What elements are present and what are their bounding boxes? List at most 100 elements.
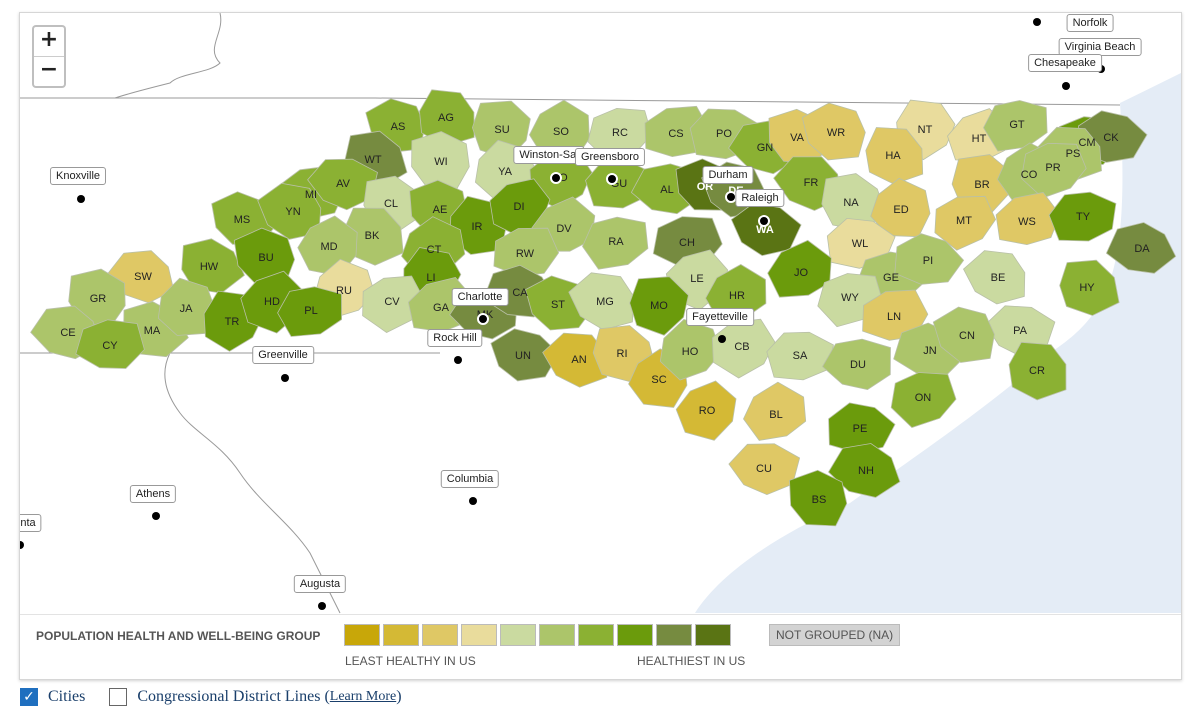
cities-checkbox[interactable]: ✓ xyxy=(20,688,38,706)
county-ha[interactable] xyxy=(865,127,924,185)
county-label-un: UN xyxy=(515,350,531,362)
county-label-ca: CA xyxy=(512,287,528,299)
state-boundary-va-nc xyxy=(374,97,1121,106)
city-dot[interactable] xyxy=(152,512,160,520)
county-su[interactable] xyxy=(471,100,531,160)
county-label-ya: YA xyxy=(498,166,513,178)
legend-na-swatch[interactable]: NOT GROUPED (NA) xyxy=(769,624,901,646)
legend-swatch-g8[interactable] xyxy=(617,624,653,646)
county-wr[interactable] xyxy=(801,102,866,161)
county-label-na: NA xyxy=(843,197,859,209)
legend-swatch-g2[interactable] xyxy=(383,624,419,646)
legend-swatch-g7[interactable] xyxy=(578,624,614,646)
county-hw[interactable] xyxy=(181,238,245,294)
county-be[interactable] xyxy=(962,250,1026,305)
legend-swatch-g5[interactable] xyxy=(500,624,536,646)
county-mt[interactable] xyxy=(934,195,997,251)
legend-swatch-g3[interactable] xyxy=(422,624,458,646)
legend-swatch-g9[interactable] xyxy=(656,624,692,646)
city-label[interactable]: Greenville xyxy=(252,346,314,364)
city-dot[interactable] xyxy=(281,374,289,382)
county-label-rw: RW xyxy=(516,248,535,260)
city-dot[interactable] xyxy=(758,215,770,227)
county-label-ws: WS xyxy=(1018,216,1036,228)
city-label[interactable]: Winston-Sal xyxy=(513,146,585,164)
city-dot[interactable] xyxy=(469,497,477,505)
city-label[interactable]: Knoxville xyxy=(49,167,107,185)
zoom-in-button[interactable]: + xyxy=(39,27,59,52)
county-label-cb: CB xyxy=(734,341,749,353)
city-dot[interactable] xyxy=(1062,82,1070,90)
county-label-le: LE xyxy=(690,273,703,285)
county-label-fr: FR xyxy=(804,177,819,189)
city-dot[interactable] xyxy=(550,172,562,184)
city-label[interactable]: Columbia xyxy=(440,470,500,488)
county-bl[interactable] xyxy=(743,381,807,441)
county-label-as: AS xyxy=(391,121,406,133)
county-yn[interactable] xyxy=(257,182,322,240)
county-label-ha: HA xyxy=(885,150,901,162)
county-cn[interactable] xyxy=(932,306,995,363)
county-wa[interactable] xyxy=(730,202,802,257)
county-bs[interactable] xyxy=(789,469,848,527)
county-du[interactable] xyxy=(821,338,891,391)
districts-checkbox[interactable] xyxy=(109,688,128,706)
city-dot[interactable] xyxy=(318,602,326,610)
legend-swatch-g4[interactable] xyxy=(461,624,497,646)
county-ln[interactable] xyxy=(862,289,929,341)
county-on[interactable] xyxy=(890,372,957,428)
county-ty[interactable] xyxy=(1048,191,1117,242)
city-label[interactable]: Chesapeake xyxy=(1028,54,1102,72)
city-dot[interactable] xyxy=(1033,18,1041,26)
county-ro[interactable] xyxy=(675,380,737,441)
county-label-mo: MO xyxy=(650,300,668,312)
legend-swatch-g10[interactable] xyxy=(695,624,731,646)
city-label[interactable]: Norfolk xyxy=(1066,14,1114,32)
city-label[interactable]: Rock Hill xyxy=(427,329,483,347)
city-dot[interactable] xyxy=(477,313,489,325)
county-ra[interactable] xyxy=(582,216,649,270)
city-label[interactable]: nta xyxy=(20,514,42,532)
city-dot[interactable] xyxy=(20,541,24,549)
city-dot[interactable] xyxy=(606,173,618,185)
map-frame[interactable]: ASAGSUSORCCSPOGNVAWRNTHTGTCMCKPSWTWIYAFO… xyxy=(19,12,1182,680)
zoom-out-button[interactable]: − xyxy=(34,56,64,86)
districts-toggle[interactable]: Congressional District Lines (Learn More… xyxy=(109,688,402,706)
city-label[interactable]: Raleigh xyxy=(735,189,785,207)
county-cu[interactable] xyxy=(728,443,801,496)
county-cb[interactable] xyxy=(711,318,776,379)
city-label[interactable]: Charlotte xyxy=(451,288,509,306)
city-label[interactable]: Fayetteville xyxy=(686,308,754,326)
map-canvas[interactable]: ASAGSUSORCCSPOGNVAWRNTHTGTCMCKPSWTWIYAFO… xyxy=(20,13,1181,679)
city-dot[interactable] xyxy=(454,356,462,364)
county-label-bu: BU xyxy=(258,252,273,264)
county-cy[interactable] xyxy=(75,319,145,369)
legend-swatch-g6[interactable] xyxy=(539,624,575,646)
county-mg[interactable] xyxy=(568,272,635,331)
county-wi[interactable] xyxy=(411,131,470,190)
county-label-jn: JN xyxy=(923,345,937,357)
city-label[interactable]: Augusta xyxy=(293,575,347,593)
learn-more-link[interactable]: Learn More xyxy=(329,689,397,704)
county-mo[interactable] xyxy=(629,276,689,336)
county-label-mi: MI xyxy=(305,189,317,201)
county-pi[interactable] xyxy=(894,233,965,285)
city-label[interactable]: Durham xyxy=(702,166,754,184)
county-cr[interactable] xyxy=(1008,341,1067,401)
county-da[interactable] xyxy=(1105,222,1177,274)
county-label-ja: JA xyxy=(180,303,194,315)
county-hy[interactable] xyxy=(1059,259,1120,316)
city-label[interactable]: Athens xyxy=(129,485,177,503)
county-ws[interactable] xyxy=(995,192,1061,246)
city-label[interactable]: Greensboro xyxy=(574,148,646,166)
cities-toggle[interactable]: ✓ Cities xyxy=(20,688,85,706)
county-label-bk: BK xyxy=(365,230,380,242)
county-pr[interactable] xyxy=(1020,142,1087,199)
legend-swatch-g1[interactable] xyxy=(344,624,380,646)
county-label-ri: RI xyxy=(617,348,628,360)
county-rw[interactable] xyxy=(493,227,560,277)
city-dot[interactable] xyxy=(77,195,85,203)
county-jo[interactable] xyxy=(767,239,832,298)
county-pl[interactable] xyxy=(277,286,343,337)
city-dot[interactable] xyxy=(718,335,726,343)
